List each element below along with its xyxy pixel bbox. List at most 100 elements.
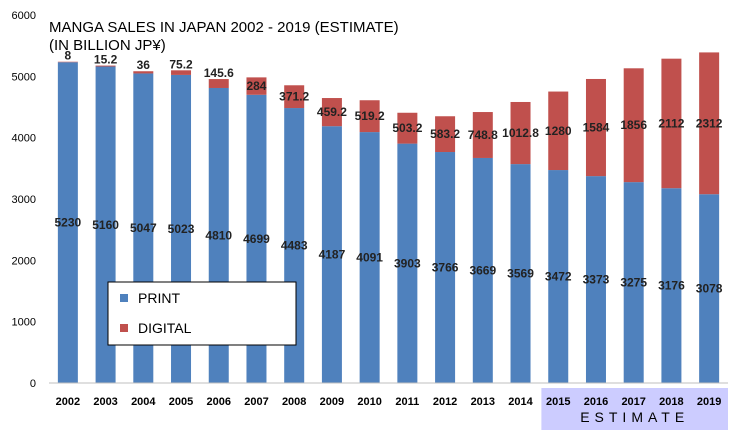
data-label-print-2012: 3766 <box>432 261 459 275</box>
x-tick-label: 2004 <box>131 396 156 408</box>
bar-print-2015 <box>548 170 569 383</box>
estimate-label: ESTIMATE <box>580 409 689 425</box>
data-label-print-2007: 4699 <box>243 232 270 246</box>
bar-digital-2007 <box>246 77 267 95</box>
data-label-print-2019: 3078 <box>696 282 723 296</box>
y-tick-label: 3000 <box>12 194 36 206</box>
bar-print-2002 <box>57 62 78 384</box>
x-tick-label: 2008 <box>282 396 306 408</box>
data-label-digital-2007: 284 <box>246 79 266 93</box>
data-label-digital-2015: 1280 <box>545 124 572 138</box>
bar-print-2010 <box>359 132 380 383</box>
legend-box <box>107 281 297 346</box>
x-tick-label: 2009 <box>320 396 344 408</box>
data-label-print-2010: 4091 <box>356 251 383 265</box>
y-tick-label: 0 <box>30 378 36 390</box>
data-label-digital-2002: 8 <box>65 49 72 63</box>
x-tick-label: 2013 <box>471 396 495 408</box>
value-labels: 5230 8 5160 15.2 5047 36 5023 75.2 4810 145.6 4699… <box>55 49 723 296</box>
x-tick-label: 2012 <box>433 396 457 408</box>
y-tick-label: 2000 <box>12 255 36 267</box>
data-label-digital-2010: 519.2 <box>355 109 385 123</box>
x-tick-label: 2016 <box>584 396 608 408</box>
y-ticks: 0 1000 2000 3000 4000 5000 6000 <box>12 10 36 390</box>
bar-digital-2019 <box>699 52 720 195</box>
bar-digital-2012 <box>435 116 456 153</box>
bar-print-2014 <box>510 164 531 383</box>
data-label-print-2014: 3569 <box>507 267 534 281</box>
bar-digital-2005 <box>171 70 192 75</box>
data-label-digital-2004: 36 <box>137 58 151 72</box>
data-label-digital-2008: 371.2 <box>279 90 309 104</box>
data-label-print-2003: 5160 <box>92 218 119 232</box>
data-label-digital-2016: 1584 <box>583 121 610 135</box>
y-tick-label: 5000 <box>12 71 36 83</box>
bar-print-2019 <box>699 194 720 383</box>
data-label-digital-2013: 748.8 <box>468 128 498 142</box>
bar-digital-2016 <box>585 78 606 177</box>
x-tick-label: 2005 <box>169 396 193 408</box>
data-label-digital-2011: 503.2 <box>392 121 422 135</box>
data-label-print-2017: 3275 <box>620 276 647 290</box>
x-tick-label: 2017 <box>621 396 645 408</box>
data-label-digital-2012: 583.2 <box>430 127 460 141</box>
bar-digital-2018 <box>661 58 682 189</box>
legend: PRINT DIGITAL <box>107 281 297 346</box>
legend-swatch-digital <box>120 324 128 332</box>
x-tick-label: 2011 <box>395 396 419 408</box>
y-tick-label: 4000 <box>12 133 36 145</box>
data-label-digital-2018: 2112 <box>658 116 684 130</box>
x-tick-label: 2018 <box>659 396 683 408</box>
data-label-print-2002: 5230 <box>55 216 82 230</box>
x-ticks: 2002 2003 2004 2005 2006 2007 2008 2009 2010 2011… <box>56 396 722 408</box>
data-label-digital-2009: 459.2 <box>317 105 347 119</box>
bar-print-2011 <box>397 143 418 383</box>
bar-digital-2014 <box>510 101 531 165</box>
bar-digital-2010 <box>359 100 380 133</box>
bar-print-2009 <box>321 126 342 384</box>
bar-digital-2011 <box>397 112 418 144</box>
y-tick-label: 6000 <box>12 10 36 22</box>
data-label-print-2008: 4483 <box>281 239 308 253</box>
data-label-print-2011: 3903 <box>394 256 421 270</box>
data-label-digital-2005: 75.2 <box>169 57 193 71</box>
chart-title: MANGA SALES IN JAPAN 2002 - 2019 (ESTIMA… <box>49 19 399 36</box>
bar-print-2012 <box>435 152 456 383</box>
bar-digital-2003 <box>95 65 116 67</box>
chart-subtitle: (IN BILLION JP¥) <box>49 37 166 54</box>
x-tick-label: 2007 <box>244 396 268 408</box>
legend-swatch-print <box>120 294 128 302</box>
legend-label-digital: DIGITAL <box>138 320 192 336</box>
data-label-print-2006: 4810 <box>205 228 232 242</box>
data-label-digital-2019: 2312 <box>696 116 723 130</box>
data-label-print-2009: 4187 <box>319 248 346 262</box>
data-label-digital-2006: 145.6 <box>204 66 234 80</box>
bar-print-2016 <box>585 176 606 383</box>
bar-print-2013 <box>472 157 493 383</box>
bar-digital-2015 <box>548 91 569 171</box>
x-tick-label: 2019 <box>697 396 721 408</box>
bar-print-2018 <box>661 188 682 383</box>
data-label-print-2016: 3373 <box>583 273 610 287</box>
x-tick-label: 2015 <box>546 396 570 408</box>
data-label-print-2018: 3176 <box>658 279 685 293</box>
data-label-print-2004: 5047 <box>130 221 157 235</box>
bar-print-2017 <box>623 182 644 383</box>
data-label-digital-2003: 15.2 <box>94 53 118 67</box>
estimate-highlight <box>541 388 728 430</box>
x-tick-label: 2010 <box>357 396 381 408</box>
legend-label-print: PRINT <box>138 290 180 306</box>
data-label-print-2015: 3472 <box>545 270 572 284</box>
y-tick-label: 1000 <box>12 317 36 329</box>
x-tick-label: 2003 <box>93 396 117 408</box>
x-tick-label: 2002 <box>56 396 80 408</box>
bar-digital-2009 <box>321 98 342 127</box>
bar-digital-2008 <box>284 85 305 109</box>
x-tick-label: 2006 <box>207 396 231 408</box>
bar-digital-2013 <box>472 112 493 158</box>
data-label-print-2005: 5023 <box>168 222 195 236</box>
bar-digital-2004 <box>133 71 154 74</box>
data-label-digital-2014: 1012.8 <box>502 126 539 140</box>
data-label-print-2013: 3669 <box>469 263 496 277</box>
